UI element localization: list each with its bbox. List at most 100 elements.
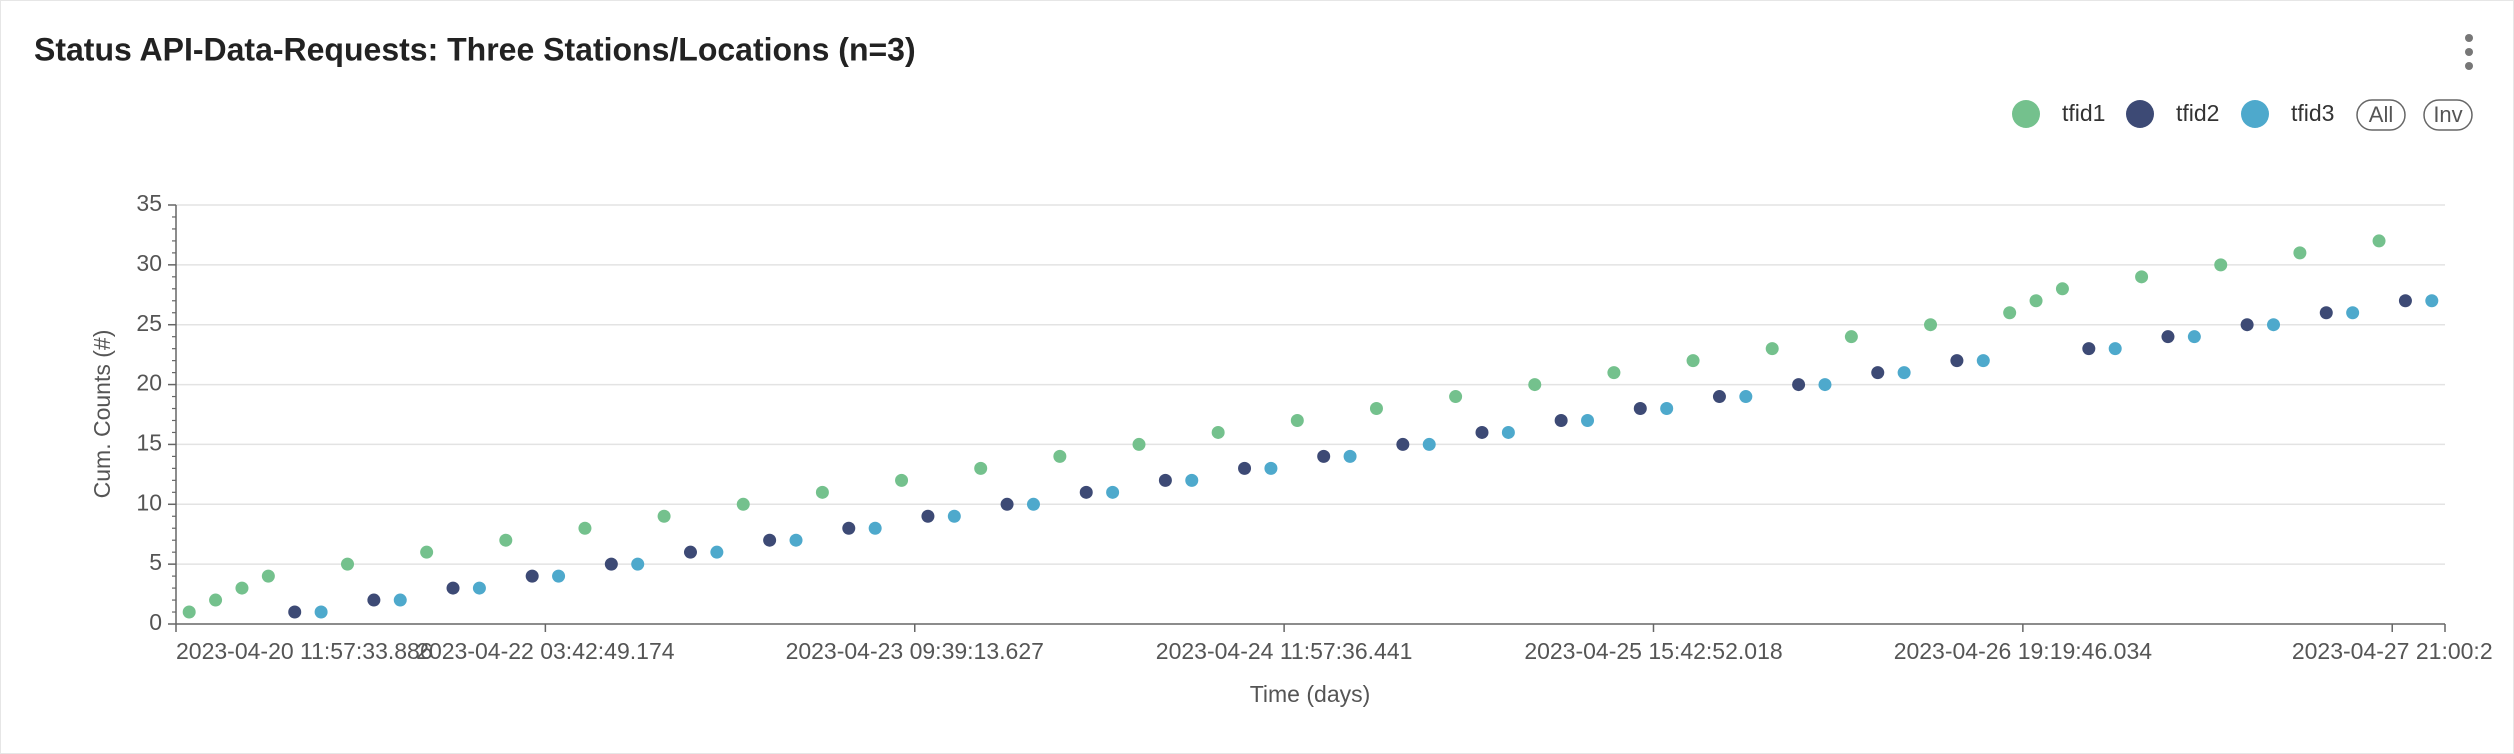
point [1290,413,1304,427]
legend-swatch [2012,100,2040,128]
point [1950,354,1964,368]
menu-dot [2465,62,2473,70]
point [1185,473,1199,487]
point [763,533,777,547]
point [1079,485,1093,499]
point [710,545,724,559]
point [2161,330,2175,344]
x-tick-label: 2023-04-26 19:19:46.034 [1894,638,2153,664]
button-label: Inv [2433,102,2462,127]
legend-item[interactable]: tfid1 [2012,100,2105,128]
y-tick-label: 0 [149,609,162,635]
point [1238,461,1252,475]
y-tick-label: 15 [136,430,162,456]
point [2029,294,2043,308]
point [2372,234,2386,248]
point [367,593,381,607]
point [1976,354,1990,368]
point [736,497,750,511]
point [2108,342,2122,356]
legend-label: tfid3 [2291,100,2334,126]
point [1158,473,1172,487]
point [1501,425,1515,439]
point [1712,390,1726,404]
point [420,545,434,559]
point [235,581,249,595]
point [1026,497,1040,511]
point [1871,366,1885,380]
point [842,521,856,535]
point [552,569,566,583]
point [2398,294,2412,308]
point [657,509,671,523]
point [1369,402,1383,416]
point [604,557,618,571]
point [1396,437,1410,451]
menu-icon[interactable] [2465,34,2473,70]
point [1739,390,1753,404]
point [1660,402,1674,416]
point [1475,425,1489,439]
point [1897,366,1911,380]
point [947,509,961,523]
chart-title: Status API-Data-Requests: Three Stations… [34,31,916,67]
point [288,605,302,619]
point [1422,437,1436,451]
point [2135,270,2149,284]
point [182,605,196,619]
y-tick-label: 35 [136,190,162,216]
y-tick-label: 30 [136,250,162,276]
point [1581,413,1595,427]
y-tick-label: 20 [136,370,162,396]
point [1449,390,1463,404]
point [815,485,829,499]
point [314,605,328,619]
point [1343,449,1357,463]
point [1106,485,1120,499]
button-outline [2356,99,2406,131]
x-tick-label: 2023-04-20 11:57:33.886 [176,638,433,664]
button-outline [2423,99,2473,131]
point [2214,258,2228,272]
point [2055,282,2069,296]
point [446,581,460,595]
point [1924,318,1938,332]
point [1528,378,1542,392]
x-axis-label: Time (days) [1250,681,1371,707]
point [1554,413,1568,427]
point [2267,318,2281,332]
legend-item[interactable]: tfid3 [2241,100,2334,128]
point [1792,378,1806,392]
button-label: All [2369,102,2393,127]
x-tick-label: 2023-04-24 11:57:36.441 [1156,638,1413,664]
x-tick-label: 2023-04-22 03:42:49.174 [416,638,675,664]
point [2187,330,2201,344]
y-axis-label: Cum. Counts (#) [89,330,115,499]
point [1844,330,1858,344]
point [2425,294,2439,308]
legend-button[interactable]: Inv [2423,99,2473,131]
point [525,569,539,583]
point [261,569,275,583]
point [974,461,988,475]
point [2082,342,2096,356]
legend-swatch [2126,100,2154,128]
y-tick-label: 25 [136,310,162,336]
point [1000,497,1014,511]
legend-item[interactable]: tfid2 [2126,100,2219,128]
y-tick-label: 5 [149,549,162,575]
point [1132,437,1146,451]
menu-dot [2465,48,2473,56]
point [868,521,882,535]
x-tick-label: 2023-04-25 15:42:52.018 [1524,638,1782,664]
x-tick-label: 2023-04-27 21:00:2 [2292,638,2493,664]
point [340,557,354,571]
point [499,533,513,547]
x-tick-label: 2023-04-23 09:39:13.627 [786,638,1044,664]
point [393,593,407,607]
point [1317,449,1331,463]
point [2240,318,2254,332]
legend-button[interactable]: All [2356,99,2406,131]
